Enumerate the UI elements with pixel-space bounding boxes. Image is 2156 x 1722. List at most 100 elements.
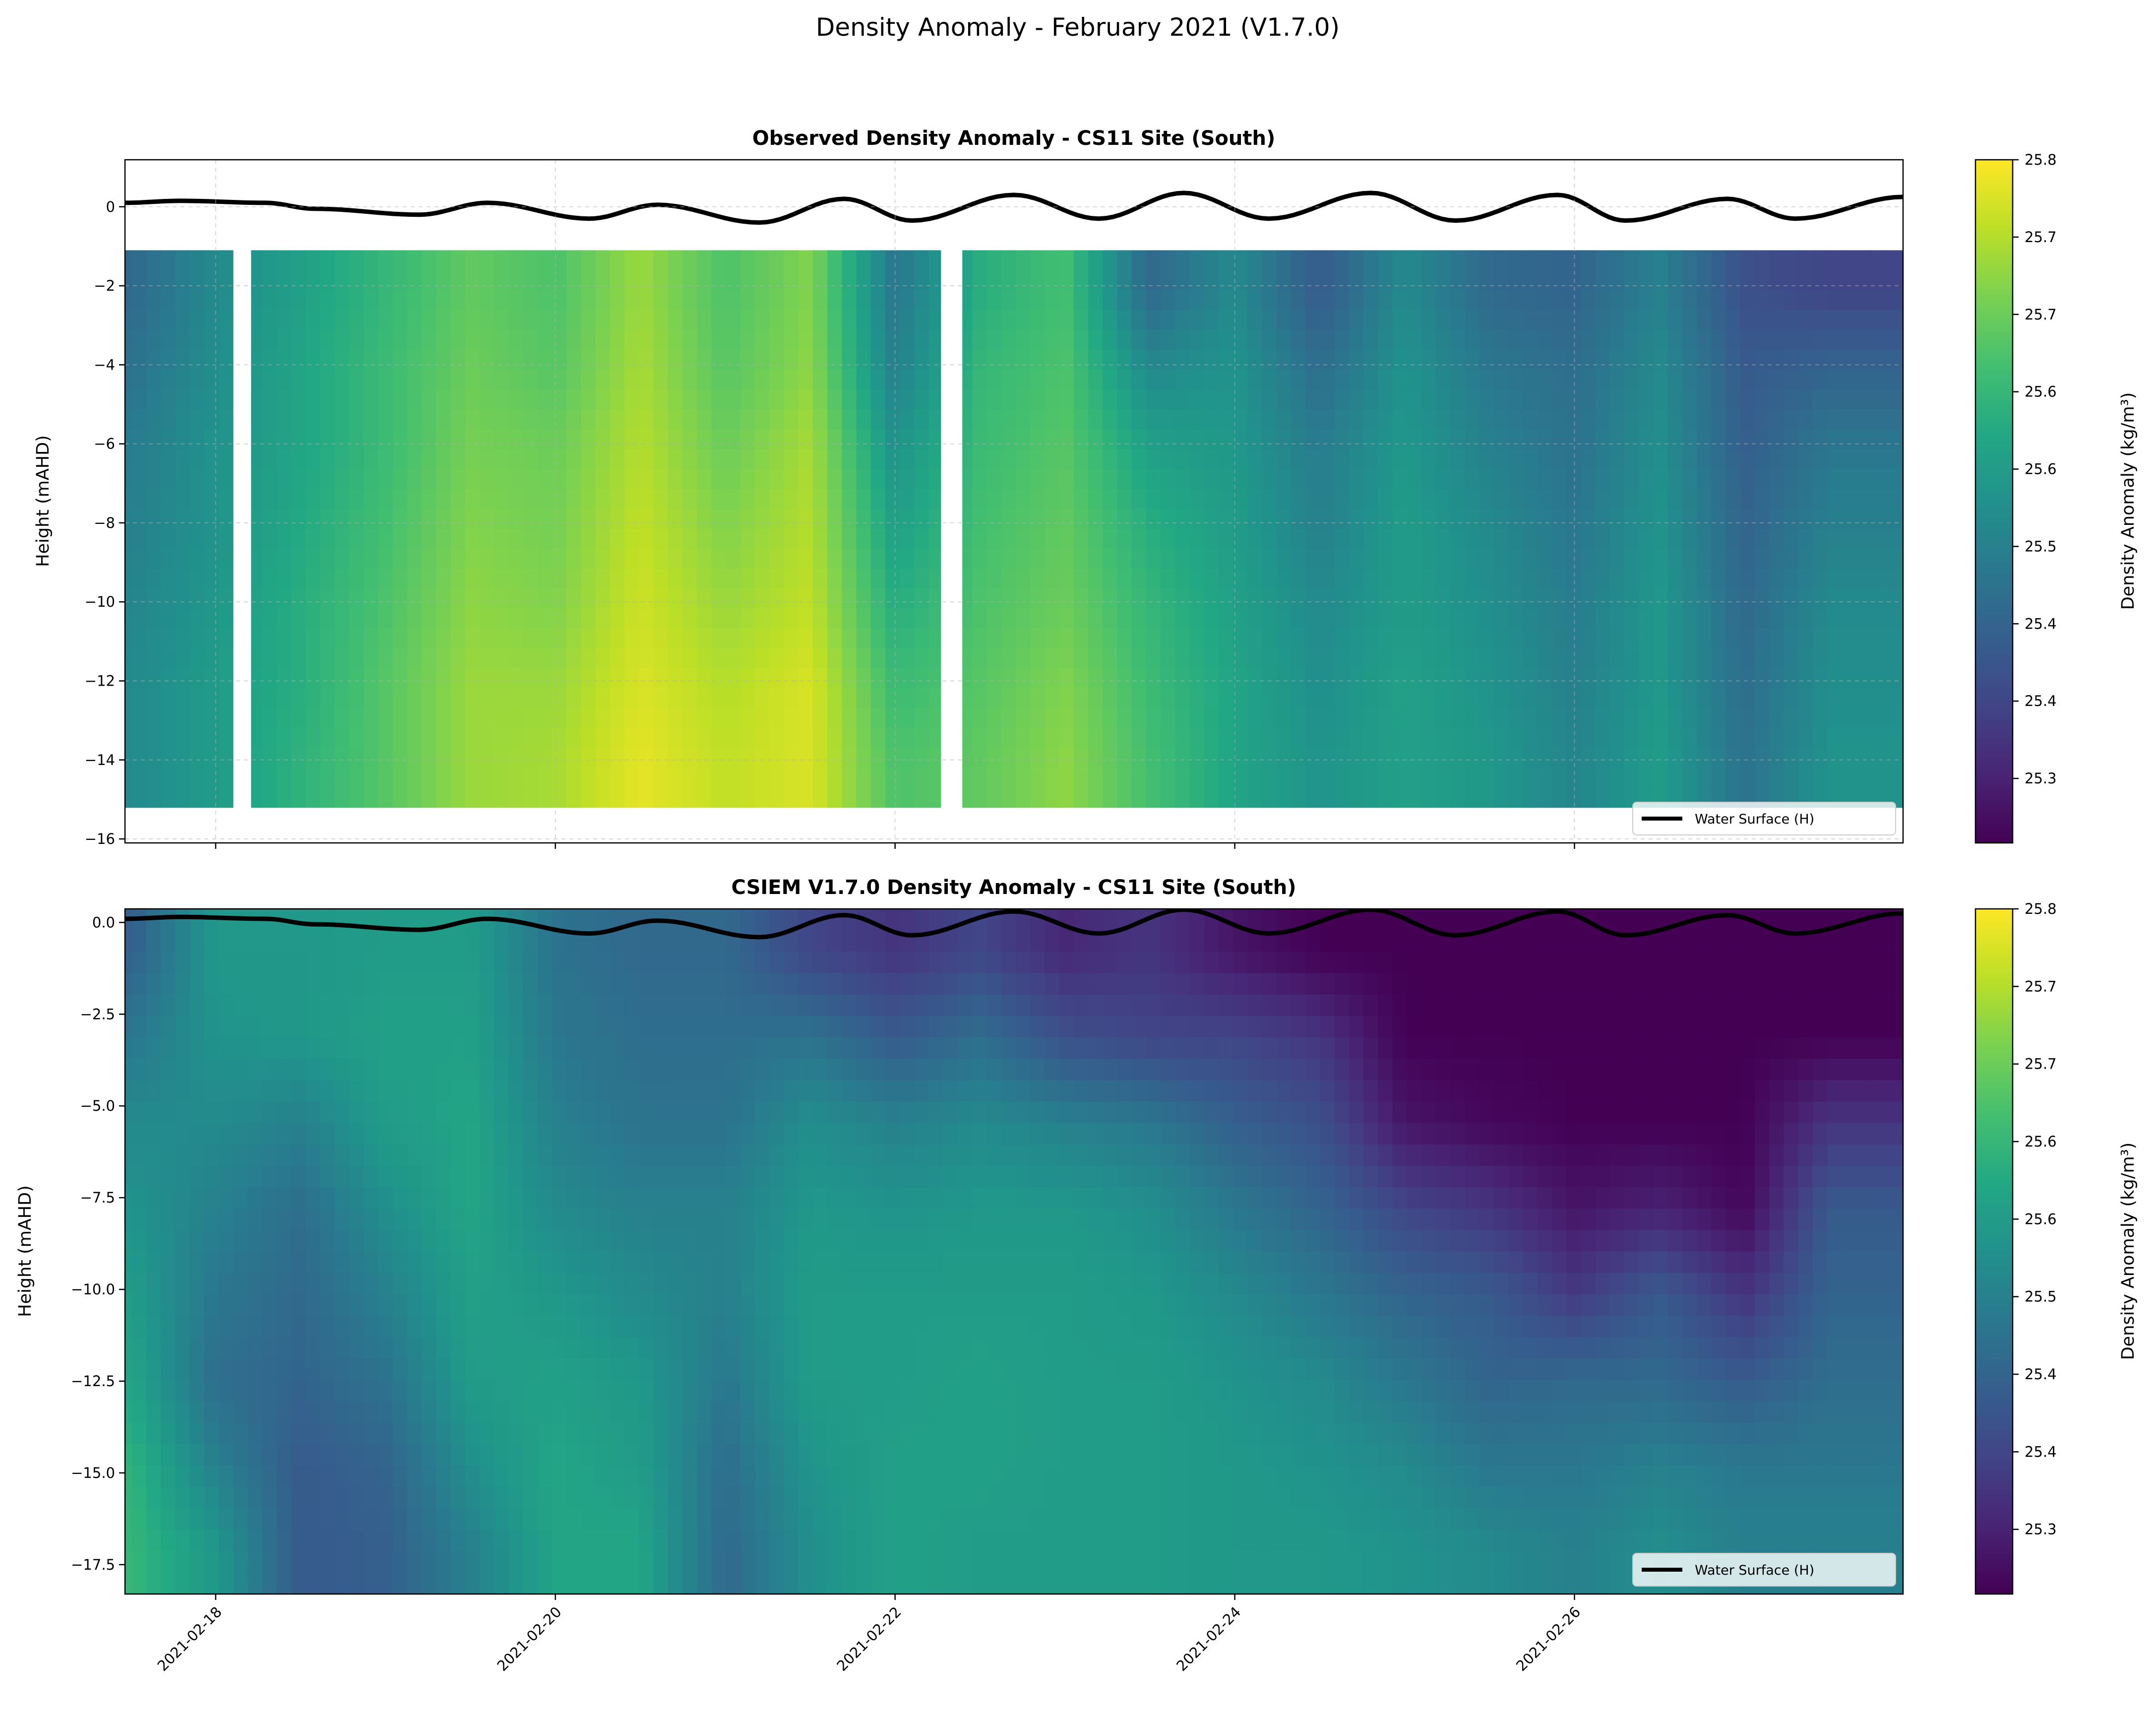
heatmap-cell <box>1392 250 1408 271</box>
heatmap-cell <box>392 1316 408 1338</box>
heatmap-cell <box>392 1187 408 1210</box>
legend-box <box>1632 802 1896 835</box>
heatmap-cell <box>1856 509 1871 529</box>
heatmap-cell <box>1595 250 1610 271</box>
heatmap-cell <box>276 1123 292 1145</box>
heatmap-cell <box>306 1572 321 1594</box>
heatmap-cell <box>1204 270 1219 291</box>
heatmap-cell <box>1407 270 1422 291</box>
heatmap-cell <box>479 1230 495 1252</box>
heatmap-cell <box>1827 767 1843 788</box>
heatmap-cell <box>262 270 277 291</box>
heatmap-cell <box>856 429 871 450</box>
heatmap-cell <box>653 1466 669 1488</box>
heatmap-cell <box>103 1252 118 1274</box>
heatmap-cell <box>870 290 886 311</box>
heatmap-cell <box>219 1508 234 1531</box>
heatmap-cell <box>364 1487 379 1509</box>
heatmap-cell <box>682 1209 698 1231</box>
heatmap-cell <box>1639 767 1654 788</box>
heatmap-cell <box>1059 449 1074 470</box>
heatmap-cell <box>1479 588 1495 609</box>
heatmap-cell <box>711 370 727 390</box>
heatmap-cell <box>1001 310 1016 330</box>
heatmap-cell <box>595 994 611 1017</box>
heatmap-cell <box>1581 688 1596 708</box>
heatmap-cell <box>566 409 582 430</box>
heatmap-cell <box>161 1037 176 1060</box>
heatmap-cell <box>1131 389 1147 410</box>
heatmap-cell <box>125 1273 132 1295</box>
heatmap-cell <box>595 449 611 470</box>
heatmap-cell <box>1175 569 1190 589</box>
heatmap-cell <box>291 994 307 1017</box>
heatmap-cell <box>407 909 422 931</box>
heatmap-cell <box>552 1230 567 1252</box>
heatmap-cell <box>740 608 755 629</box>
heatmap-cell <box>189 648 205 669</box>
heatmap-cell <box>306 509 321 529</box>
heatmap-cell <box>320 748 335 768</box>
heatmap-cell <box>320 1530 335 1552</box>
heatmap-cell <box>1624 668 1640 689</box>
heatmap-cell <box>131 1251 147 1274</box>
heatmap-cell <box>1856 469 1871 490</box>
heatmap-cell <box>1697 349 1712 370</box>
heatmap-cell <box>465 349 480 370</box>
heatmap-cell <box>697 1144 712 1166</box>
heatmap-cell <box>334 1508 350 1531</box>
y-tick-label: −10 <box>85 593 115 610</box>
heatmap-cell <box>1465 250 1480 271</box>
heatmap-cell <box>740 310 755 330</box>
heatmap-cell <box>1103 489 1118 510</box>
heatmap-cell <box>1276 688 1292 708</box>
heatmap-cell <box>276 489 292 510</box>
heatmap-cell <box>900 409 915 430</box>
heatmap-cell <box>856 549 871 570</box>
heatmap-cell <box>1436 250 1451 271</box>
heatmap-cell <box>755 648 770 669</box>
heatmap-cell <box>494 1337 509 1359</box>
heatmap-cell <box>639 370 654 390</box>
heatmap-cell <box>204 767 219 788</box>
heatmap-cell <box>668 370 683 390</box>
heatmap-cell <box>581 1187 596 1210</box>
heatmap-cell <box>161 1466 176 1488</box>
heatmap-cell <box>682 1422 698 1445</box>
heatmap-cell <box>624 1251 640 1274</box>
heatmap-cell <box>1595 270 1610 291</box>
heatmap-cell <box>291 528 307 549</box>
heatmap-cell <box>1870 727 1886 748</box>
heatmap-cell <box>1798 569 1813 589</box>
heatmap-cell <box>465 310 480 330</box>
heatmap-cell <box>392 1337 408 1359</box>
heatmap-cell <box>610 1294 625 1316</box>
heatmap-cell <box>1378 409 1393 430</box>
heatmap-cell <box>581 489 596 510</box>
heatmap-cell <box>1711 409 1726 430</box>
heatmap-cell <box>523 1508 538 1531</box>
heatmap-cell <box>1378 509 1393 529</box>
heatmap-cell <box>523 748 538 768</box>
heatmap-cell <box>349 469 365 490</box>
heatmap-cell <box>1784 329 1799 350</box>
heatmap-cell <box>610 310 625 330</box>
heatmap-cell <box>189 528 205 549</box>
heatmap-cell <box>784 748 799 768</box>
heatmap-cell <box>1001 668 1016 689</box>
heatmap-cell <box>1842 569 1857 589</box>
heatmap-cell <box>697 310 712 330</box>
heatmap-cell <box>1784 727 1799 748</box>
heatmap-cell <box>1755 588 1770 609</box>
heatmap-cell <box>204 1337 219 1359</box>
heatmap-cell <box>885 668 901 689</box>
heatmap-cell <box>349 1380 365 1402</box>
heatmap-cell <box>1392 270 1408 291</box>
heatmap-cell <box>349 329 365 350</box>
heatmap-cell <box>885 329 901 350</box>
heatmap-cell <box>1812 469 1828 490</box>
heatmap-cell <box>1812 648 1828 669</box>
heatmap-cell <box>1233 707 1248 728</box>
heatmap-cell <box>1537 409 1552 430</box>
heatmap-cell <box>204 1059 219 1081</box>
